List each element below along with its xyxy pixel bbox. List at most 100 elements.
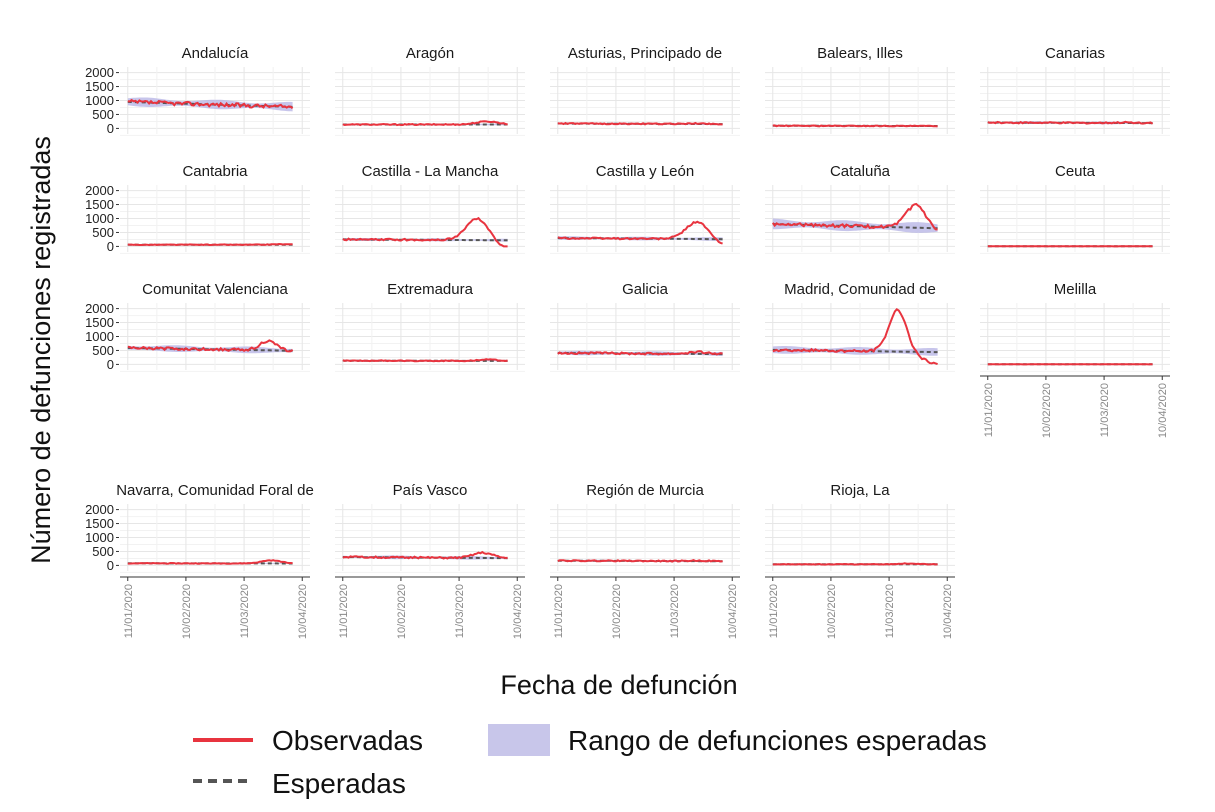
- panel-rioja-la: Rioja, La 11/01/2020 10/02/2020 11/03/2020 1…: [765, 482, 955, 639]
- panel-title: Región de Murcia: [586, 482, 704, 499]
- y-tick-label: 1500: [85, 79, 114, 94]
- panel-title: Rioja, La: [830, 482, 890, 499]
- x-tick-label: 10/02/2020: [826, 584, 838, 639]
- y-tick-label: 2000: [85, 301, 114, 316]
- panel-canarias: Canarias: [980, 45, 1170, 136]
- observed-line: [557, 350, 723, 356]
- observed-line: [772, 307, 938, 366]
- y-tick-label: 1500: [85, 197, 114, 212]
- y-tick-label: 0: [107, 121, 114, 136]
- panel-grid: [980, 303, 1170, 372]
- observed-line: [342, 120, 508, 127]
- observed-line: [342, 550, 508, 560]
- panel-grid: [335, 67, 525, 136]
- y-tick-label: 1000: [85, 93, 114, 108]
- x-tick-label: 11/01/2020: [338, 584, 350, 638]
- x-tick-label: 10/02/2020: [1041, 383, 1053, 438]
- legend-range-label: Rango de defunciones esperadas: [568, 725, 987, 756]
- panel-title: Canarias: [1045, 45, 1105, 62]
- y-tick-label: 2000: [85, 183, 114, 198]
- panel-grid: [765, 185, 955, 254]
- observed-line: [771, 202, 938, 231]
- panel-grid: [765, 504, 955, 573]
- y-tick-label: 500: [92, 107, 114, 122]
- panel-title: País Vasco: [393, 482, 468, 499]
- observed-line: [987, 120, 1154, 125]
- panel-title: Cantabria: [182, 163, 248, 180]
- x-tick-label: 11/01/2020: [553, 584, 565, 638]
- panel-grid: [550, 303, 740, 372]
- y-tick-label: 500: [92, 343, 114, 358]
- observed-line: [557, 121, 723, 126]
- panel-navarra-comunidad-foral-de: Navarra, Comunidad Foral de 0500100015002…: [85, 482, 314, 639]
- legend-observed-label: Observadas: [272, 725, 423, 756]
- panel-title: Andalucía: [182, 45, 249, 62]
- y-tick-label: 1000: [85, 530, 114, 545]
- observed-line: [772, 562, 938, 566]
- observed-line: [127, 559, 293, 565]
- x-tick-label: 10/02/2020: [181, 584, 193, 639]
- observed-line: [127, 242, 293, 247]
- panel-title: Cataluña: [830, 163, 891, 180]
- panel-castilla-la-mancha: Castilla - La Mancha: [335, 163, 525, 254]
- panel-grid: [550, 504, 740, 573]
- x-tick-label: 11/03/2020: [454, 584, 466, 638]
- panel-title: Balears, Illes: [817, 45, 903, 62]
- x-tick-label: 10/04/2020: [297, 584, 309, 639]
- x-tick-label: 11/01/2020: [983, 383, 995, 437]
- panel-aragon: Aragón: [335, 45, 525, 136]
- observed-line: [557, 220, 723, 245]
- x-tick-label: 10/04/2020: [942, 584, 954, 639]
- panel-title: Asturias, Principado de: [568, 45, 722, 62]
- panel-title: Melilla: [1054, 281, 1097, 298]
- legend-expected-label: Esperadas: [272, 768, 406, 799]
- panel-grid: [120, 303, 310, 372]
- panel-grid: [335, 185, 525, 254]
- x-tick-label: 11/03/2020: [884, 584, 896, 638]
- panel-galicia: Galicia: [550, 281, 740, 372]
- panel-title: Aragón: [406, 45, 454, 62]
- panel-extremadura: Extremadura: [335, 281, 525, 372]
- panel-title: Galicia: [622, 281, 669, 298]
- x-tick-label: 11/01/2020: [768, 584, 780, 638]
- y-tick-label: 500: [92, 544, 114, 559]
- panel-grid: [980, 67, 1170, 136]
- panel-cataluna: Cataluña: [765, 163, 955, 254]
- panel-grid: [765, 67, 955, 136]
- panel-title: Comunitat Valenciana: [142, 281, 288, 298]
- panel-balears-illes: Balears, Illes: [765, 45, 955, 136]
- observed-line: [772, 124, 938, 128]
- observed-line: [557, 559, 723, 563]
- x-tick-label: 10/04/2020: [1157, 383, 1169, 438]
- x-tick-label: 11/03/2020: [239, 584, 251, 638]
- observed-line: [127, 339, 294, 353]
- legend-range-swatch: [488, 724, 550, 756]
- y-tick-label: 1000: [85, 329, 114, 344]
- panel-madrid-comunidad-de: Madrid, Comunidad de: [765, 281, 955, 372]
- panel-title: Castilla - La Mancha: [362, 163, 499, 180]
- panel-title: Castilla y León: [596, 163, 694, 180]
- panel-grid: [120, 504, 310, 573]
- panel-grid: [550, 67, 740, 136]
- panel-grid: [120, 67, 310, 136]
- x-tick-label: 11/03/2020: [669, 584, 681, 638]
- y-tick-label: 1000: [85, 211, 114, 226]
- y-tick-label: 2000: [85, 65, 114, 80]
- y-tick-label: 1500: [85, 315, 114, 330]
- panel-title: Extremadura: [387, 281, 474, 298]
- y-tick-label: 500: [92, 225, 114, 240]
- x-tick-label: 11/01/2020: [123, 584, 135, 638]
- panel-asturias-principado-de: Asturias, Principado de: [550, 45, 740, 136]
- x-tick-label: 11/03/2020: [1099, 383, 1111, 437]
- panel-grid: [120, 185, 310, 254]
- observed-line: [342, 358, 508, 363]
- x-tick-label: 10/04/2020: [512, 584, 524, 639]
- observed-line: [342, 216, 508, 248]
- y-tick-label: 2000: [85, 502, 114, 517]
- observed-line: [127, 98, 294, 110]
